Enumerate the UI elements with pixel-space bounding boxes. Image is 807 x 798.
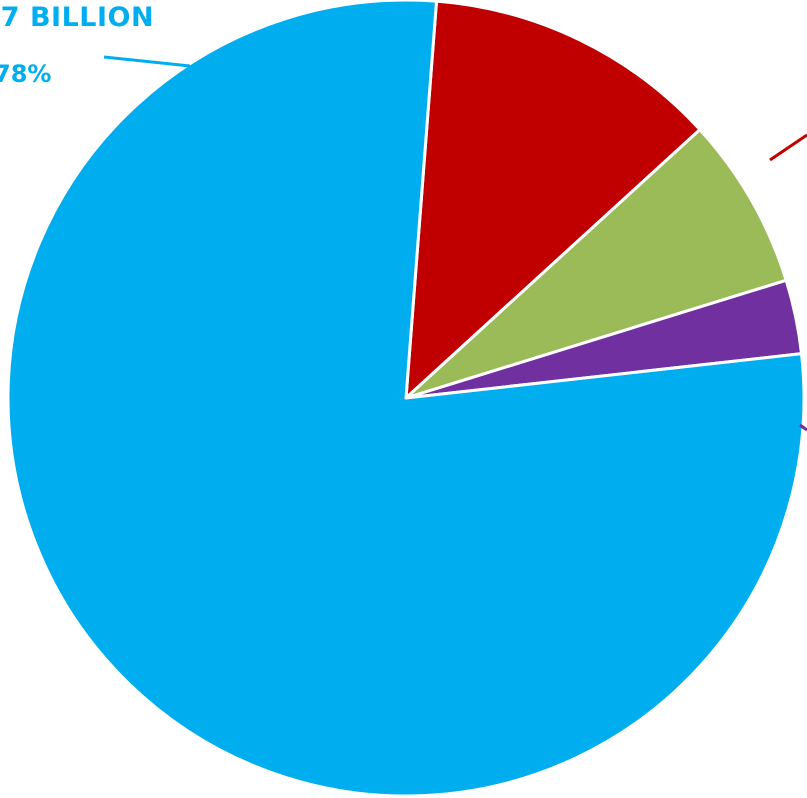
leader-line-3 bbox=[799, 423, 807, 432]
leader-line-1 bbox=[769, 133, 807, 162]
pie-slice-2 bbox=[404, 128, 788, 400]
leader-lines bbox=[103, 55, 807, 432]
pie-slice-1 bbox=[404, 0, 702, 400]
leader-line-0 bbox=[103, 55, 191, 68]
slice-label-percent: 78% bbox=[0, 60, 51, 88]
slice-label-value: .7 BILLION bbox=[0, 2, 154, 33]
pie-slice-0 bbox=[6, 0, 806, 798]
pie-slices bbox=[6, 0, 806, 798]
